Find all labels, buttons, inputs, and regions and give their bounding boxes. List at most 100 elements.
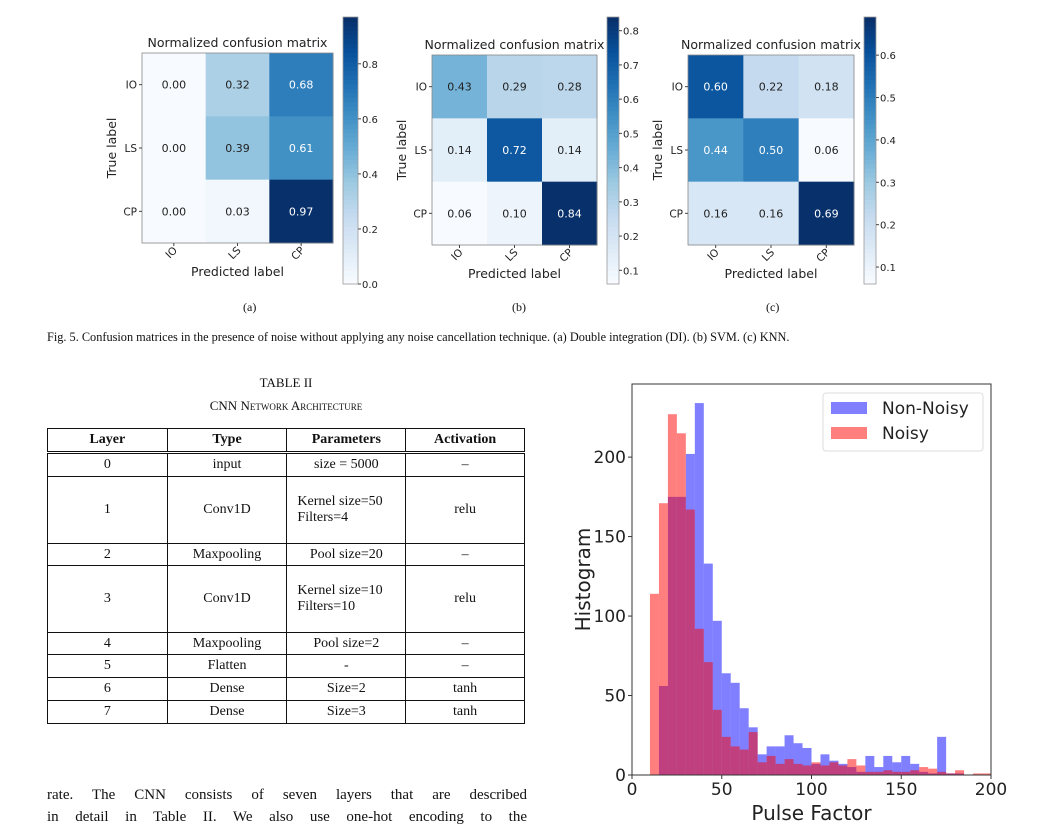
cell-value: 0.14 (557, 144, 582, 157)
cell-type: Maxpooling (166, 543, 288, 566)
colorbar-segment (607, 92, 619, 98)
colorbar-segment (864, 132, 876, 138)
header-parameters: Parameters (286, 428, 407, 454)
histogram-bar (856, 765, 866, 775)
histogram-bar (658, 503, 668, 775)
histogram-bar (937, 771, 947, 775)
matrix-cell (269, 116, 334, 181)
colorbar-segment (343, 101, 358, 107)
colorbar-segment (607, 243, 619, 249)
colorbar-segment (864, 101, 876, 107)
table-row: 2 Maxpooling Pool size=20– (47, 543, 525, 566)
matrix-cell (432, 55, 488, 119)
matrix-cell (487, 181, 543, 246)
cell-activation: tanh (405, 700, 525, 724)
legend-swatch (831, 427, 867, 439)
colorbar-segment (864, 48, 876, 54)
colorbar-tick-label: 0.6 (880, 51, 896, 62)
cell-value: 0.43 (447, 81, 472, 94)
cell-parameters: Pool size=20 (286, 543, 407, 566)
colorbar-segment (343, 70, 358, 76)
cell-value: 0.00 (162, 205, 187, 218)
cell-parameters: - (286, 654, 407, 678)
table-row: 4 Maxpooling Pool size=2– (47, 632, 525, 655)
histogram-bar (721, 673, 731, 775)
cell-parameters: Pool size=2 (286, 632, 407, 655)
colorbar-segment (607, 101, 619, 107)
y-axis-label: True label (104, 118, 119, 180)
cell-value: 0.14 (447, 144, 472, 157)
colorbar-segment (343, 106, 358, 112)
colorbar-tick-label: 0.8 (623, 27, 639, 38)
colorbar-tick-label: 0.7 (623, 61, 639, 72)
colorbar-segment (864, 79, 876, 85)
histogram-bar (820, 765, 830, 775)
matrix-cell (142, 116, 207, 181)
colorbar-segment (864, 123, 876, 129)
colorbar-segment (864, 21, 876, 27)
colorbar-segment (343, 154, 358, 160)
colorbar-segment (343, 146, 358, 152)
colorbar-segment (864, 239, 876, 245)
cell-parameters: Kernel size=10 Filters=10 (286, 565, 407, 633)
colorbar-segment (607, 266, 619, 272)
table-row: 7 Dense Size=3 tanh (47, 700, 525, 724)
cell-layer: 7 (47, 700, 168, 724)
colorbar-segment (864, 248, 876, 254)
cell-value: 0.03 (225, 205, 250, 218)
colorbar-segment (864, 221, 876, 227)
colorbar-segment (607, 137, 619, 143)
colorbar-tick-label: 0.4 (623, 164, 639, 175)
body-paragraph: rate. The CNN consists of seven layers t… (47, 784, 527, 828)
colorbar-segment (607, 168, 619, 174)
colorbar-segment (607, 65, 619, 71)
matrix-cell (743, 55, 800, 119)
histogram-bar (919, 767, 929, 775)
colorbar-segment (607, 106, 619, 112)
histogram-bar (865, 755, 875, 775)
cell-value: 0.29 (502, 81, 527, 94)
histogram-bar (802, 765, 812, 775)
cell-value: 0.06 (447, 207, 472, 220)
x-axis-label: Pulse Factor (751, 801, 872, 825)
colorbar-segment (607, 34, 619, 40)
histogram-bar (820, 754, 830, 775)
histogram-bar (901, 755, 911, 775)
matrix-cell (142, 53, 207, 117)
histogram-bar (775, 763, 785, 775)
matrix-cell (269, 179, 334, 244)
colorbar-segment (864, 150, 876, 156)
colorbar-segment (343, 257, 358, 263)
cell-value: 0.68 (289, 79, 314, 92)
x-axis-label: Predicted label (468, 266, 561, 281)
colorbar-segment (343, 199, 358, 205)
histogram-bar (955, 770, 965, 775)
colorbar-segment (607, 97, 619, 103)
histogram-bar (739, 749, 749, 775)
colorbar-segment (607, 159, 619, 165)
colorbar-segment (607, 203, 619, 209)
y-tick-label: LS (414, 145, 427, 157)
colorbar-segment (864, 65, 876, 71)
colorbar-segment (343, 141, 358, 147)
colorbar-segment (343, 88, 358, 94)
x-tick-label: 150 (885, 780, 917, 800)
colorbar-segment (864, 230, 876, 236)
table-label: TABLE II (259, 375, 313, 390)
colorbar-segment (343, 110, 358, 116)
cell-value: 0.60 (703, 81, 728, 94)
cell-layer: 4 (47, 632, 168, 655)
cell-value: 0.61 (289, 142, 314, 155)
histogram-bar (649, 593, 659, 775)
y-axis-label: Histogram (571, 528, 595, 632)
colorbar-segment (607, 248, 619, 254)
colorbar-tick-label: 0.8 (362, 60, 378, 71)
colorbar-segment (343, 74, 358, 80)
colorbar-segment (607, 163, 619, 169)
legend-swatch (831, 402, 867, 414)
colorbar-segment (607, 279, 619, 285)
colorbar-segment (607, 199, 619, 205)
colorbar-segment (607, 208, 619, 214)
matrix-cell (798, 118, 855, 183)
colorbar-segment (343, 186, 358, 192)
